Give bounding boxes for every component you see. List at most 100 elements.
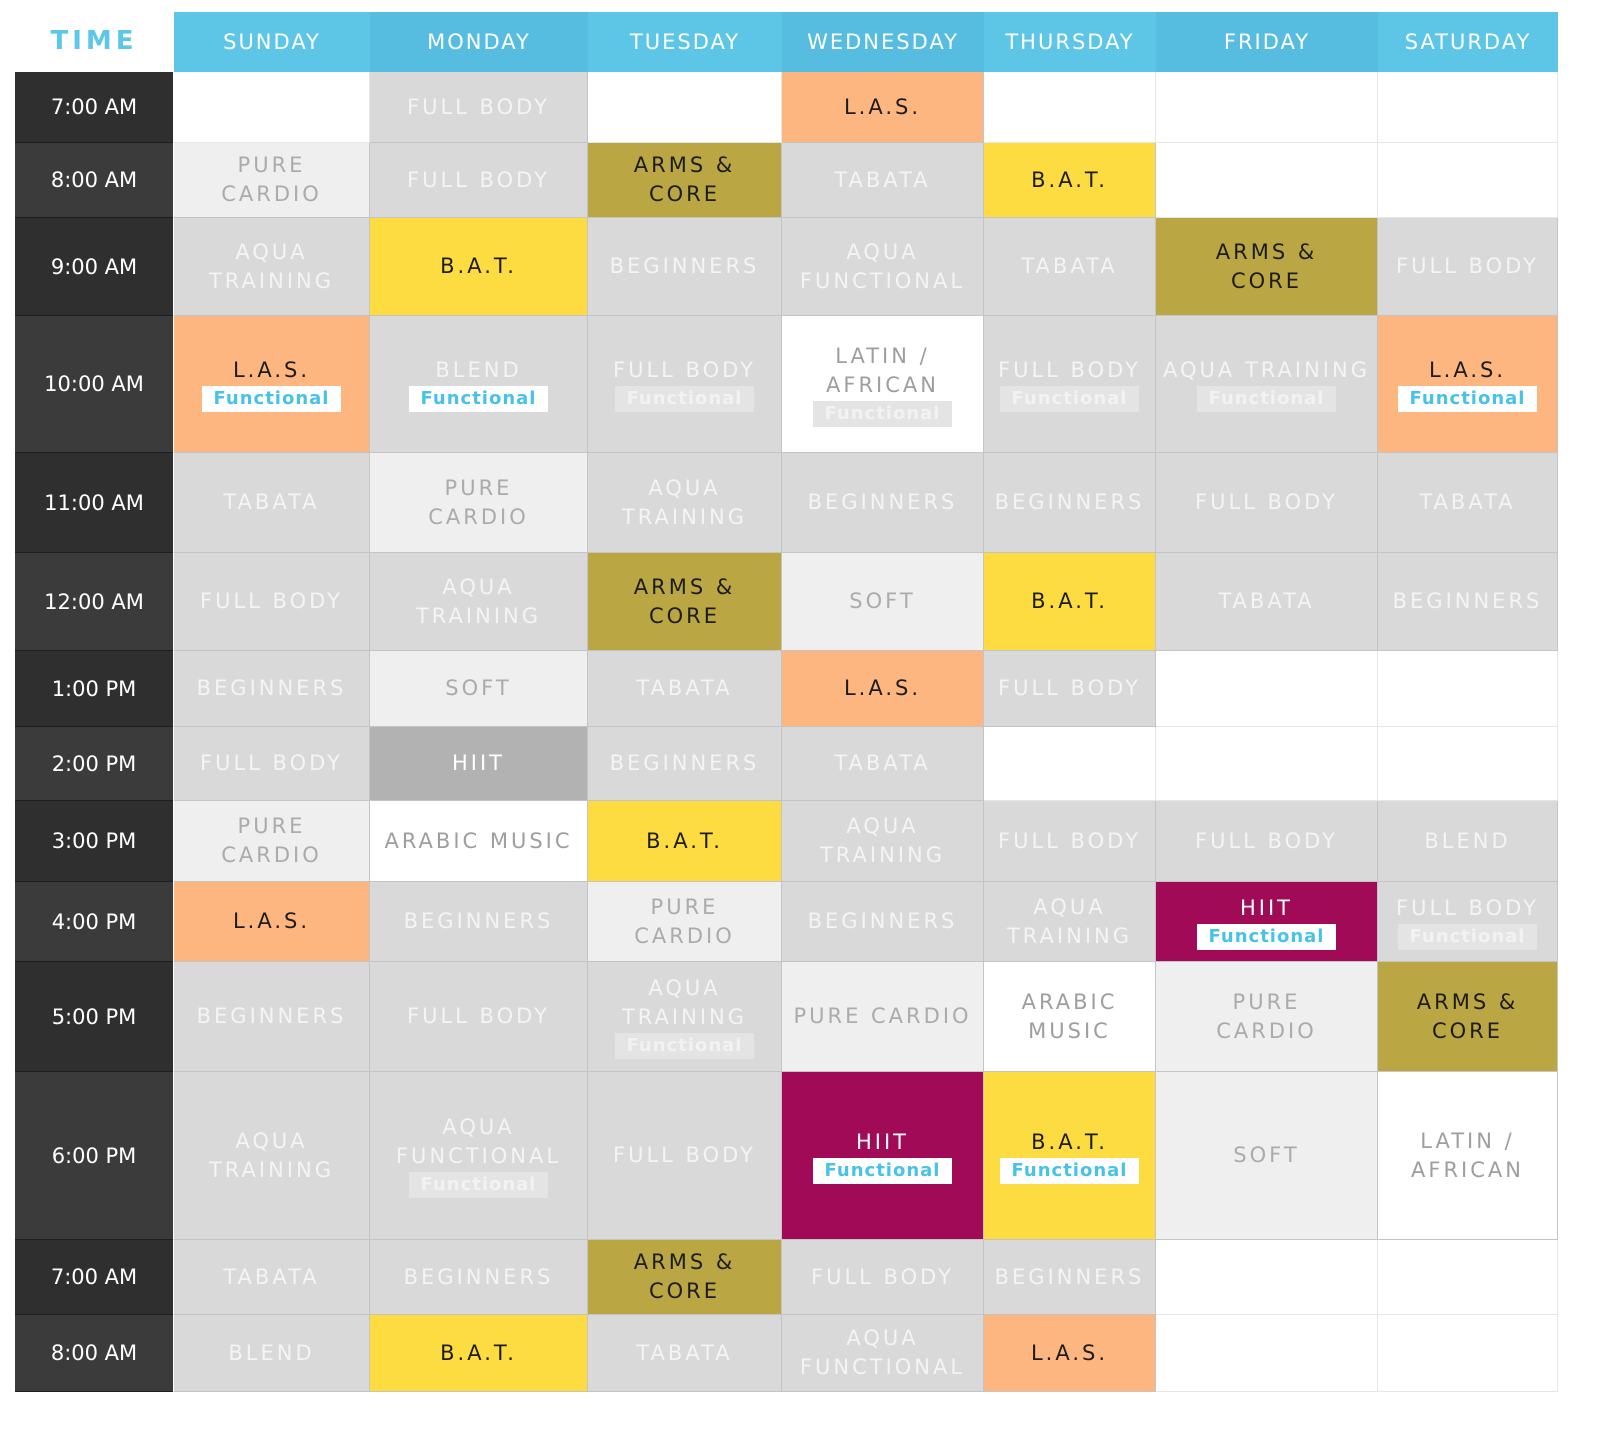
functional-badge: Functional bbox=[408, 1172, 549, 1198]
class-slot[interactable]: FULL BODY bbox=[984, 651, 1156, 727]
class-slot[interactable]: HIIT Functional bbox=[782, 1072, 984, 1240]
class-slot[interactable]: HIIT bbox=[370, 727, 588, 801]
class-slot[interactable]: B.A.T. bbox=[588, 801, 782, 882]
class-slot[interactable]: ARMS & CORE bbox=[588, 553, 782, 651]
class-slot[interactable]: FULL BODY bbox=[370, 962, 588, 1072]
class-slot[interactable]: AQUA TRAINING bbox=[588, 453, 782, 553]
empty-slot bbox=[984, 727, 1156, 801]
class-slot[interactable]: AQUA TRAINING bbox=[782, 801, 984, 882]
class-slot[interactable]: TABATA bbox=[588, 1315, 782, 1392]
class-slot[interactable]: B.A.T. bbox=[370, 218, 588, 316]
class-slot[interactable]: ARMS & CORE bbox=[588, 143, 782, 218]
class-name: L.A.S. bbox=[1030, 1340, 1109, 1365]
class-slot[interactable]: ARABIC MUSIC bbox=[370, 801, 588, 882]
time-slot-label: 12:00 AM bbox=[15, 553, 173, 651]
class-slot[interactable]: SOFT bbox=[1156, 1072, 1378, 1240]
class-slot[interactable]: AQUA TRAINING Functional bbox=[588, 962, 782, 1072]
class-slot[interactable]: FULL BODY bbox=[1156, 453, 1378, 553]
time-slot-label: 7:00 AM bbox=[15, 1240, 173, 1315]
class-name: TABATA bbox=[1419, 490, 1516, 514]
class-slot[interactable]: FULL BODY Functional bbox=[1378, 882, 1558, 962]
class-slot[interactable]: FULL BODY bbox=[782, 1240, 984, 1315]
class-name: AQUA TRAINING bbox=[819, 814, 945, 867]
class-slot[interactable]: PURE CARDIO bbox=[588, 882, 782, 962]
class-slot[interactable]: BEGINNERS bbox=[1378, 553, 1558, 651]
class-name: PURE CARDIO bbox=[793, 1004, 972, 1028]
class-slot[interactable]: L.A.S. bbox=[782, 72, 984, 143]
class-slot[interactable]: FULL BODY bbox=[174, 553, 370, 651]
class-slot[interactable]: FULL BODY bbox=[984, 801, 1156, 882]
class-slot[interactable]: ARMS & CORE bbox=[1378, 962, 1558, 1072]
class-slot[interactable]: B.A.T. Functional bbox=[984, 1072, 1156, 1240]
class-slot[interactable]: BEGINNERS bbox=[370, 1240, 588, 1315]
class-name: TABATA bbox=[1218, 589, 1315, 613]
empty-slot bbox=[1378, 72, 1558, 143]
class-slot[interactable]: TABATA bbox=[1156, 553, 1378, 651]
class-slot[interactable]: BLEND bbox=[174, 1315, 370, 1392]
class-slot[interactable]: PURE CARDIO bbox=[174, 801, 370, 882]
class-slot[interactable]: FULL BODY bbox=[1156, 801, 1378, 882]
class-slot[interactable]: BEGINNERS bbox=[588, 218, 782, 316]
class-slot[interactable]: TABATA bbox=[174, 453, 370, 553]
class-slot[interactable]: SOFT bbox=[370, 651, 588, 727]
class-slot[interactable]: ARMS & CORE bbox=[1156, 218, 1378, 316]
class-slot[interactable]: L.A.S. bbox=[174, 882, 370, 962]
class-slot[interactable]: HIIT Functional bbox=[1156, 882, 1378, 962]
class-name: ARMS & CORE bbox=[1215, 239, 1318, 293]
class-slot[interactable]: BLEND Functional bbox=[370, 316, 588, 453]
class-slot[interactable]: FULL BODY Functional bbox=[984, 316, 1156, 453]
functional-badge: Functional bbox=[614, 1033, 755, 1059]
class-slot[interactable]: PURE CARDIO bbox=[1156, 962, 1378, 1072]
class-slot[interactable]: L.A.S. Functional bbox=[1378, 316, 1558, 453]
class-slot[interactable]: BLEND bbox=[1378, 801, 1558, 882]
class-slot[interactable]: L.A.S. bbox=[782, 651, 984, 727]
class-slot[interactable]: B.A.T. bbox=[984, 553, 1156, 651]
class-slot[interactable]: ARMS & CORE bbox=[588, 1240, 782, 1315]
class-slot[interactable]: BEGINNERS bbox=[370, 882, 588, 962]
class-slot[interactable]: ARABIC MUSIC bbox=[984, 962, 1156, 1072]
class-slot[interactable]: FULL BODY bbox=[1378, 218, 1558, 316]
class-slot[interactable]: PURE CARDIO bbox=[174, 143, 370, 218]
class-slot[interactable]: BEGINNERS bbox=[984, 453, 1156, 553]
class-slot[interactable]: BEGINNERS bbox=[174, 651, 370, 727]
class-slot[interactable]: LATIN / AFRICAN Functional bbox=[782, 316, 984, 453]
class-slot[interactable]: FULL BODY bbox=[370, 143, 588, 218]
class-slot[interactable]: FULL BODY bbox=[174, 727, 370, 801]
class-name: PURE CARDIO bbox=[221, 814, 322, 867]
class-slot[interactable]: PURE CARDIO bbox=[782, 962, 984, 1072]
day-header-saturday: SATURDAY bbox=[1378, 12, 1558, 72]
class-slot[interactable]: TABATA bbox=[782, 143, 984, 218]
class-slot[interactable]: TABATA bbox=[588, 651, 782, 727]
class-slot[interactable]: B.A.T. bbox=[370, 1315, 588, 1392]
class-slot[interactable]: AQUA FUNCTIONAL Functional bbox=[370, 1072, 588, 1240]
class-slot[interactable]: L.A.S. bbox=[984, 1315, 1156, 1392]
class-slot[interactable]: TABATA bbox=[174, 1240, 370, 1315]
class-slot[interactable]: TABATA bbox=[1378, 453, 1558, 553]
class-slot[interactable]: LATIN / AFRICAN bbox=[1378, 1072, 1558, 1240]
functional-badge: Functional bbox=[614, 386, 755, 412]
class-slot[interactable]: BEGINNERS bbox=[588, 727, 782, 801]
class-slot[interactable]: FULL BODY bbox=[588, 1072, 782, 1240]
class-slot[interactable]: AQUA FUNCTIONAL bbox=[782, 218, 984, 316]
class-slot[interactable]: L.A.S. Functional bbox=[174, 316, 370, 453]
class-slot[interactable]: AQUA TRAINING bbox=[174, 218, 370, 316]
class-slot[interactable]: B.A.T. bbox=[984, 143, 1156, 218]
class-slot[interactable]: BEGINNERS bbox=[782, 882, 984, 962]
class-slot[interactable]: TABATA bbox=[984, 218, 1156, 316]
class-slot[interactable]: AQUA TRAINING bbox=[174, 1072, 370, 1240]
class-slot[interactable]: AQUA TRAINING bbox=[984, 882, 1156, 962]
class-slot[interactable]: AQUA TRAINING bbox=[370, 553, 588, 651]
class-slot[interactable]: BEGINNERS bbox=[782, 453, 984, 553]
class-slot[interactable]: AQUA FUNCTIONAL bbox=[782, 1315, 984, 1392]
class-slot[interactable]: BEGINNERS bbox=[984, 1240, 1156, 1315]
class-slot[interactable]: TABATA bbox=[782, 727, 984, 801]
class-slot[interactable]: BEGINNERS bbox=[174, 962, 370, 1072]
class-name: LATIN / AFRICAN bbox=[826, 343, 939, 397]
class-name: FULL BODY bbox=[613, 358, 756, 382]
class-slot[interactable]: FULL BODY bbox=[370, 72, 588, 143]
class-slot[interactable]: AQUA TRAINING Functional bbox=[1156, 316, 1378, 453]
functional-badge: Functional bbox=[999, 1157, 1140, 1184]
class-slot[interactable]: PURE CARDIO bbox=[370, 453, 588, 553]
class-slot[interactable]: FULL BODY Functional bbox=[588, 316, 782, 453]
class-slot[interactable]: SOFT bbox=[782, 553, 984, 651]
